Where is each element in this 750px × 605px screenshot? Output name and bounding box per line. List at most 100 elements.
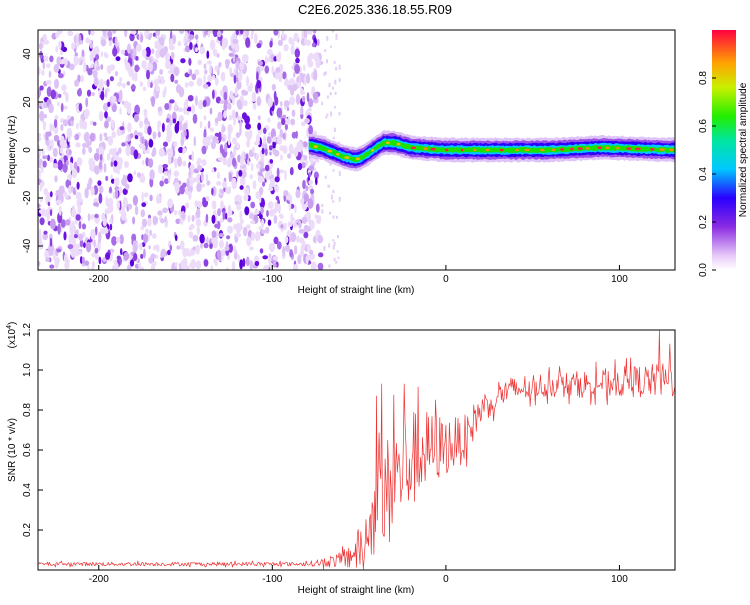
spectrogram-noise-speck xyxy=(46,86,52,97)
spectrogram-noise-speck xyxy=(178,115,184,123)
spectrogram-noise-speck xyxy=(252,102,257,111)
spectrogram-noise-speck xyxy=(227,124,233,134)
spectrogram-noise-speck xyxy=(250,30,255,36)
spectrogram-noise-speck xyxy=(89,41,94,49)
spectrogram-noise-speck xyxy=(220,200,224,212)
spectrogram-noise-speck xyxy=(127,264,132,270)
spectrogram-noise-speck xyxy=(73,190,77,195)
spectrogram-signal-peak xyxy=(597,146,602,149)
spectrogram-noise-speck xyxy=(61,84,67,91)
spectrogram-noise-speck xyxy=(245,153,249,161)
spectrogram-noise-speck xyxy=(136,172,142,178)
spectrogram-signal-peak xyxy=(460,148,464,152)
spectrogram-noise-speck xyxy=(281,118,286,126)
spectrogram-noise-speck xyxy=(209,107,213,115)
spectrogram-noise-speck xyxy=(151,96,155,107)
spectrogram-noise-speck xyxy=(38,169,41,180)
spectrogram-noise-speck xyxy=(155,30,161,36)
spectrogram-noise-speck xyxy=(182,182,187,188)
spectrogram-noise-speck xyxy=(73,55,78,67)
spectrogram-signal-peak xyxy=(616,146,620,150)
colorbar-gradient xyxy=(712,30,736,270)
spectrogram-noise-speck xyxy=(236,194,240,201)
spectrogram-noise-speck xyxy=(237,154,241,163)
spectrogram-noise-speck xyxy=(228,114,232,121)
spectrogram-noise-speck xyxy=(59,146,64,154)
spectrogram-noise-speck xyxy=(93,152,100,161)
snr-y-tick-label: 0.6 xyxy=(22,443,33,457)
spectrogram-y-tick-label: -40 xyxy=(22,238,33,253)
spectrogram-noise-speck xyxy=(245,30,250,38)
spectrogram-noise-speck xyxy=(179,120,183,131)
spectrogram-noise-speck xyxy=(187,251,193,257)
spectrogram-noise-speck xyxy=(60,102,64,113)
spectrogram-noise-speck xyxy=(254,209,260,215)
spectrogram-noise-speck xyxy=(136,132,143,137)
spectrogram-noise-speck xyxy=(141,202,147,208)
spectrogram-noise-speck xyxy=(303,193,309,202)
spectrogram-noise-speck xyxy=(78,103,83,112)
spectrogram-noise-speck xyxy=(42,101,48,109)
spectrogram-noise-speck xyxy=(167,157,172,165)
spectrogram-noise-speck xyxy=(267,117,271,123)
spectrogram-noise-speck xyxy=(48,70,52,78)
spectrogram-noise-speck xyxy=(178,146,184,154)
spectrogram-noise-speck xyxy=(214,65,219,72)
spectrogram-noise-speck xyxy=(98,185,104,194)
spectrogram-noise-speck xyxy=(313,52,317,62)
spectrogram-noise-speck xyxy=(298,228,305,234)
spectrogram-noise-speck xyxy=(295,235,300,243)
colorbar-label: Normalized spectral amplitude xyxy=(738,82,749,217)
spectrogram-noise-speck xyxy=(332,244,335,250)
spectrogram-noise-speck xyxy=(57,223,61,235)
spectrogram-noise-speck xyxy=(128,203,133,210)
spectrogram-noise-speck xyxy=(261,229,266,235)
spectrogram-noise-speck xyxy=(271,83,276,91)
spectrogram-noise-speck xyxy=(222,156,227,166)
spectrogram-noise-speck xyxy=(338,111,341,116)
spectrogram-noise-speck xyxy=(269,40,273,48)
spectrogram-noise-speck xyxy=(188,168,192,178)
spectrogram-noise-speck xyxy=(41,147,45,156)
spectrogram-noise-speck xyxy=(141,191,144,203)
spectrogram-noise-speck xyxy=(254,231,261,242)
spectrogram-noise-speck xyxy=(134,205,139,216)
spectrogram-noise-speck xyxy=(168,70,172,74)
spectrogram-noise-speck xyxy=(267,219,272,226)
spectrogram-noise-speck xyxy=(119,234,124,245)
spectrogram-noise-speck xyxy=(289,167,294,176)
snr-x-label: Height of straight line (km) xyxy=(298,585,415,596)
spectrogram-noise-speck xyxy=(332,239,335,242)
spectrogram-noise-speck xyxy=(324,49,327,53)
spectrogram-noise-speck xyxy=(133,170,137,176)
spectrogram-noise-speck xyxy=(135,56,139,61)
spectrogram-noise-speck xyxy=(295,189,301,199)
spectrogram-noise-speck xyxy=(335,36,338,40)
spectrogram-noise-speck xyxy=(228,172,232,183)
spectrogram-noise-speck xyxy=(279,128,283,138)
spectrogram-noise-speck xyxy=(244,187,250,196)
spectrogram-noise-speck xyxy=(76,199,80,207)
spectrogram-noise-speck xyxy=(74,133,80,141)
spectrogram-noise-speck xyxy=(107,135,114,146)
spectrogram-noise-speck xyxy=(280,224,284,229)
spectrogram-noise-speck xyxy=(138,266,145,270)
spectrogram-noise-speck xyxy=(100,39,107,47)
spectrogram-noise-speck xyxy=(225,60,230,69)
spectrogram-noise-speck xyxy=(106,153,111,161)
spectrogram-noise-speck xyxy=(191,104,195,114)
spectrogram-noise-speck xyxy=(103,163,107,173)
spectrogram-noise-speck xyxy=(139,174,146,183)
spectrogram-noise-speck xyxy=(140,34,143,43)
spectrogram-noise-speck xyxy=(203,74,206,84)
spectrogram-noise-speck xyxy=(217,111,223,122)
spectrogram-signal-peak xyxy=(540,148,545,152)
spectrogram-noise-speck xyxy=(336,250,339,253)
spectrogram-x-tick-label: 0 xyxy=(443,274,449,285)
spectrogram-noise-speck xyxy=(79,239,84,248)
spectrogram-noise-speck xyxy=(95,54,100,61)
spectrogram-noise-speck xyxy=(185,45,191,53)
spectrogram-noise-speck xyxy=(209,127,215,132)
spectrogram-noise-speck xyxy=(256,71,259,82)
spectrogram-noise-speck xyxy=(123,251,130,261)
